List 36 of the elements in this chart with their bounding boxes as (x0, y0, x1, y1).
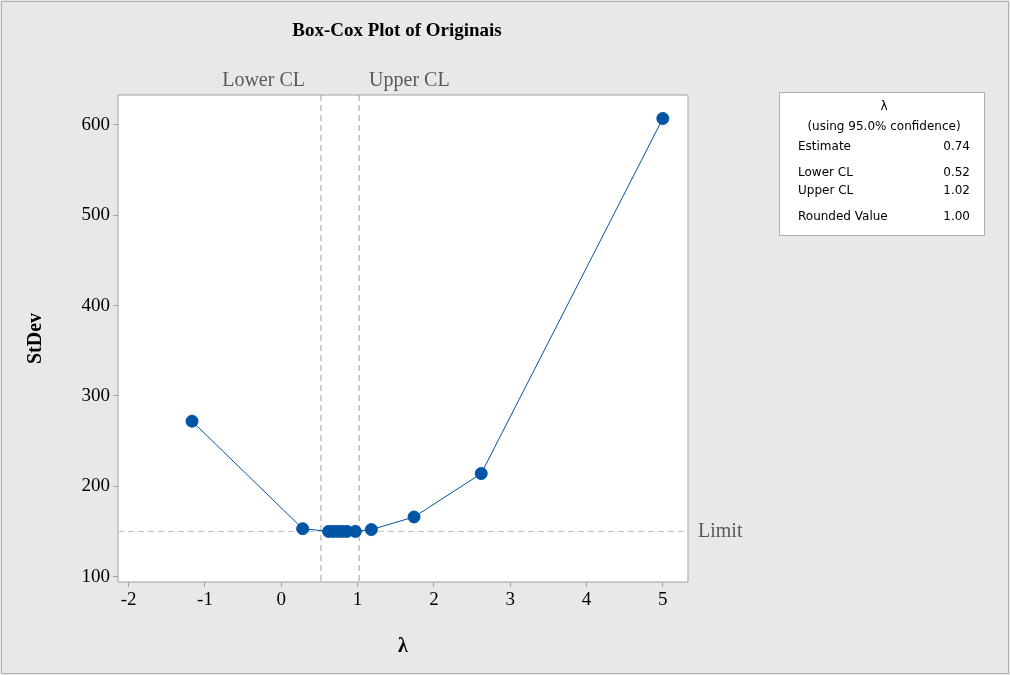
chart-title: Box-Cox Plot of Originais (292, 18, 502, 40)
text: (using 95.0% confidence) (806, 119, 962, 133)
point (407, 510, 421, 524)
x-tick-label: 1 (352, 588, 363, 610)
x-tick-label: 5 (658, 588, 668, 610)
x-tick-label: -2 (120, 588, 137, 610)
point (656, 111, 670, 125)
text: Estimate (798, 139, 852, 153)
y-tick-label: 200 (81, 474, 110, 496)
text: Lower CL (798, 165, 853, 179)
ref-line-label: Limit (698, 518, 743, 541)
text: 0.74 (943, 139, 970, 153)
point (364, 523, 378, 537)
y-tick-label: 500 (81, 203, 110, 225)
text: 0.52 (943, 165, 970, 179)
y-tick-label: 300 (81, 383, 110, 405)
point (185, 414, 199, 428)
y-tick-label: 400 (81, 293, 110, 315)
text: 1.02 (943, 183, 970, 197)
text: Rounded Value (798, 209, 888, 223)
text: 1.00 (943, 209, 970, 223)
point (296, 522, 310, 536)
point (474, 467, 488, 481)
text: Upper CL (798, 183, 854, 197)
y-tick-label: 100 (81, 564, 110, 586)
x-tick-label: -1 (197, 588, 213, 610)
y-tick-label: 600 (81, 112, 110, 134)
ref-line-label: Upper CL (369, 68, 450, 92)
text: λ (879, 99, 889, 113)
y-axis-title: StDev (23, 312, 46, 365)
x-tick-label: 4 (581, 588, 592, 610)
x-axis-title: λ (398, 634, 409, 657)
x-tick-label: 3 (505, 588, 515, 610)
x-tick-label: 2 (429, 588, 439, 610)
x-tick-label: 0 (276, 588, 287, 610)
ref-line-label: Lower CL (222, 68, 305, 91)
